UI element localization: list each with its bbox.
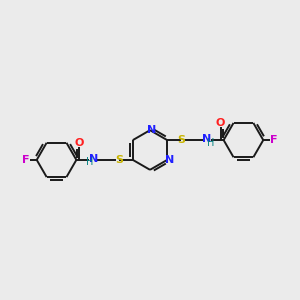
Text: S: S — [177, 135, 185, 145]
Text: O: O — [216, 118, 225, 128]
Text: N: N — [202, 134, 212, 144]
Text: N: N — [88, 154, 98, 164]
Text: F: F — [22, 155, 30, 165]
Text: N: N — [164, 155, 174, 165]
Text: N: N — [147, 125, 157, 135]
Text: F: F — [270, 135, 278, 145]
Text: S: S — [115, 155, 123, 165]
Text: H: H — [207, 138, 214, 148]
Text: H: H — [85, 158, 93, 167]
Text: O: O — [75, 138, 84, 148]
